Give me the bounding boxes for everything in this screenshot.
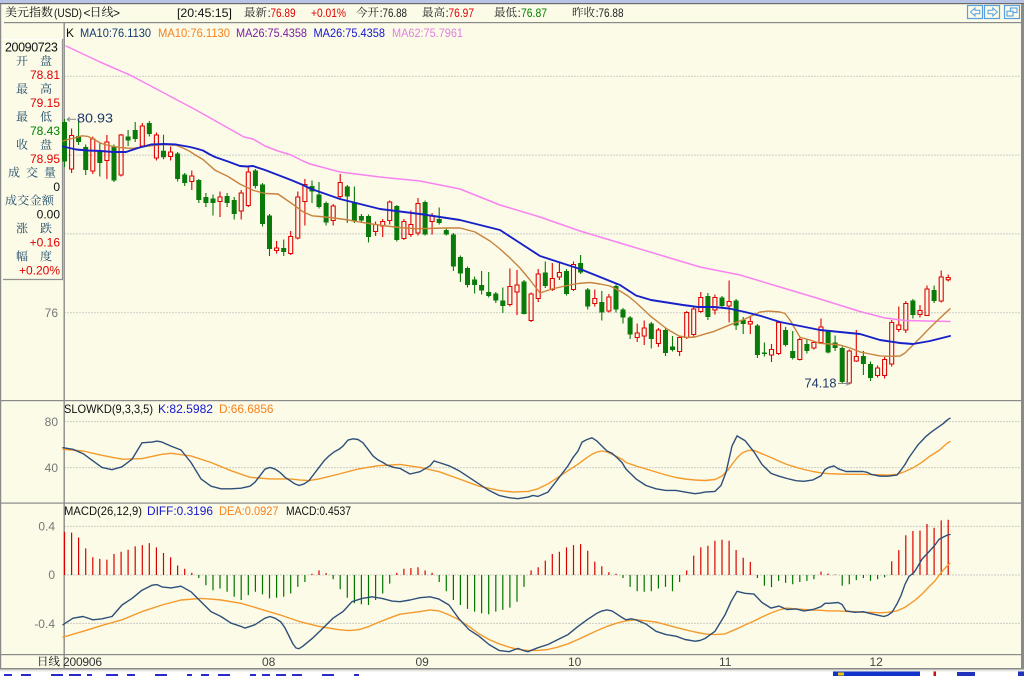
svg-text:K:82.5982: K:82.5982 <box>158 402 213 416</box>
svg-text:MACD:0.4537: MACD:0.4537 <box>286 504 351 518</box>
svg-text:0.4: 0.4 <box>38 520 55 534</box>
svg-text:+0.01%: +0.01% <box>311 6 346 20</box>
svg-text:40: 40 <box>45 461 59 475</box>
svg-text:MA26:75.4358: MA26:75.4358 <box>236 26 307 40</box>
svg-text:0: 0 <box>48 568 55 582</box>
svg-text:08: 08 <box>262 655 276 669</box>
svg-text:76.97: 76.97 <box>449 6 475 20</box>
svg-text:MACD(26,12,9): MACD(26,12,9) <box>64 504 142 518</box>
svg-text:+0.20%: +0.20% <box>19 264 60 278</box>
svg-text:12: 12 <box>870 655 884 669</box>
svg-text:11: 11 <box>719 655 732 669</box>
svg-text::: : <box>380 6 383 20</box>
svg-text:09: 09 <box>416 655 430 669</box>
svg-text:[20:45:15]: [20:45:15] <box>177 6 232 20</box>
svg-text:0: 0 <box>53 180 60 194</box>
svg-text:78.81: 78.81 <box>30 68 60 82</box>
svg-text:MA10:76.1130: MA10:76.1130 <box>80 26 151 40</box>
svg-text:K: K <box>66 26 74 40</box>
svg-text::: : <box>596 6 599 20</box>
svg-text:MA62:75.7961: MA62:75.7961 <box>392 26 463 40</box>
svg-text:78.95: 78.95 <box>30 152 60 166</box>
svg-text:10: 10 <box>568 655 582 669</box>
svg-text:D:66.6856: D:66.6856 <box>219 402 274 416</box>
svg-text:-0.4: -0.4 <box>34 617 55 631</box>
svg-text:(USD): (USD) <box>54 6 82 20</box>
svg-text:MA10:76.1130: MA10:76.1130 <box>158 26 230 40</box>
svg-text:DIFF:0.3196: DIFF:0.3196 <box>147 504 213 518</box>
svg-text:200906: 200906 <box>63 655 102 669</box>
svg-text:74.18: 74.18 <box>805 377 837 391</box>
svg-text:79.15: 79.15 <box>30 96 60 110</box>
svg-text:<: < <box>84 6 91 20</box>
svg-text:76.87: 76.87 <box>521 6 547 20</box>
svg-text:MA26:75.4358: MA26:75.4358 <box>314 26 386 40</box>
svg-text:DEA:0.0927: DEA:0.0927 <box>219 504 279 518</box>
svg-text:78.43: 78.43 <box>30 124 60 138</box>
svg-text::: : <box>268 6 271 20</box>
svg-text:+0.16: +0.16 <box>30 236 61 250</box>
svg-text:SLOWKD(9,3,3,5): SLOWKD(9,3,3,5) <box>64 402 153 416</box>
svg-text:80.93: 80.93 <box>77 112 113 126</box>
svg-text:20090723: 20090723 <box>5 40 58 54</box>
svg-text::: : <box>446 6 449 20</box>
svg-text:>: > <box>113 6 120 20</box>
svg-text:76.88: 76.88 <box>599 6 624 20</box>
svg-text:80: 80 <box>45 415 59 429</box>
svg-text::: : <box>518 6 521 20</box>
svg-text:76: 76 <box>45 306 59 320</box>
svg-text:0.00: 0.00 <box>37 208 61 222</box>
svg-text:76.88: 76.88 <box>383 6 408 20</box>
svg-text:76.89: 76.89 <box>271 6 296 20</box>
